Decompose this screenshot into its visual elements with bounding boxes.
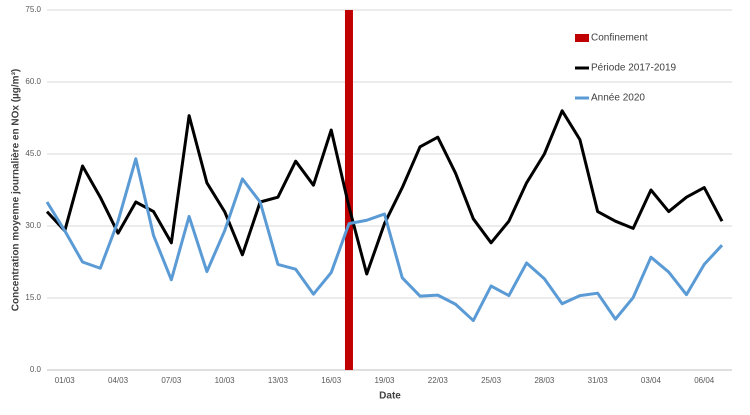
x-tick-label: 19/03 (374, 376, 395, 385)
x-tick-label: 31/03 (588, 376, 609, 385)
x-tick-label: 04/03 (108, 376, 129, 385)
x-tick-label: 28/03 (534, 376, 555, 385)
y-axis-title: Concentration moyenne journalière en NOx… (11, 69, 22, 311)
y-tick-label: 60.0 (25, 77, 41, 86)
y-tick-label: 30.0 (25, 221, 41, 230)
x-tick-label: 03/04 (641, 376, 662, 385)
legend-swatch (575, 34, 589, 42)
legend-label: Année 2020 (591, 93, 645, 104)
x-tick-label: 01/03 (55, 376, 76, 385)
line (45, 109, 724, 276)
x-tick-label: 25/03 (481, 376, 502, 385)
y-tick-label: 15.0 (25, 293, 41, 302)
y-tick-label: 45.0 (25, 149, 41, 158)
y-tick-label: 75.0 (25, 5, 41, 14)
x-tick-label: 06/04 (694, 376, 715, 385)
x-axis-title: Date (379, 391, 401, 402)
y-tick-label: 0.0 (30, 365, 42, 374)
x-tick-label: 10/03 (215, 376, 236, 385)
x-tick-label: 13/03 (268, 376, 289, 385)
legend-label: Confinement (591, 33, 648, 44)
x-tick-label: 16/03 (321, 376, 342, 385)
x-tick-label: 22/03 (428, 376, 449, 385)
x-tick-label: 07/03 (161, 376, 182, 385)
line (45, 157, 724, 323)
legend-label: Période 2017-2019 (591, 63, 677, 74)
bar (344, 10, 353, 370)
